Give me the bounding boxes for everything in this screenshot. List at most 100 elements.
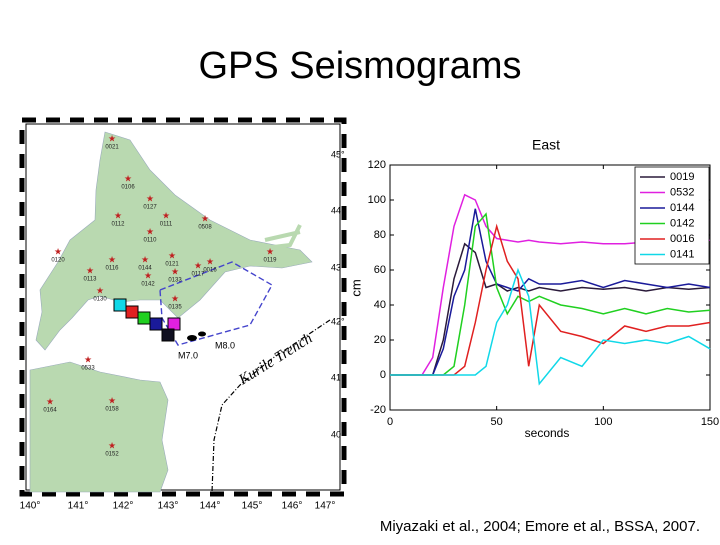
x-tick-label: 100	[594, 416, 612, 428]
station-square	[161, 328, 175, 342]
slide-title: GPS Seismograms	[198, 45, 521, 87]
legend-box	[634, 166, 710, 265]
y-tick-label: 60	[374, 264, 386, 276]
legend-label: 0144	[670, 202, 694, 214]
lon-tick-label: 142°	[113, 501, 134, 512]
y-axis-label: cm	[348, 279, 363, 296]
station-label: 0119	[264, 258, 278, 264]
station-label: 0116	[106, 266, 120, 272]
lon-tick-label: 145°	[242, 501, 263, 512]
station-label: 0121	[165, 262, 179, 268]
y-tick-label: 40	[374, 299, 386, 311]
y-tick-label: -20	[370, 404, 386, 416]
legend-label: 0016	[670, 233, 694, 245]
epicenter	[198, 331, 206, 337]
station-label: 0016	[203, 268, 217, 274]
station-star: ★	[171, 293, 179, 303]
station-label: 0152	[105, 452, 119, 458]
station-label: 0127	[143, 205, 157, 211]
event-label: M8.0	[215, 340, 235, 350]
station-star: ★	[108, 133, 116, 143]
station-star: ★	[108, 254, 116, 264]
station-star: ★	[108, 395, 116, 405]
station-star: ★	[108, 440, 116, 450]
station-square	[167, 317, 181, 331]
epicenter	[187, 335, 197, 341]
station-label: 0158	[105, 407, 119, 413]
legend-label: 0141	[670, 248, 694, 260]
x-axis-label: seconds	[525, 426, 570, 440]
station-label: 0111	[160, 222, 173, 228]
station-square	[125, 305, 139, 319]
station-label: 0135	[168, 305, 182, 311]
station-label: 0021	[105, 145, 119, 151]
y-tick-label: 120	[368, 159, 386, 171]
station-label: 0133	[168, 278, 182, 284]
legend-label: 0142	[670, 217, 694, 229]
y-tick-label: 80	[374, 229, 386, 241]
lat-tick-label: 44°	[331, 205, 345, 215]
honshu	[29, 361, 169, 493]
station-star: ★	[86, 265, 94, 275]
station-label: 0110	[144, 238, 158, 244]
station-star: ★	[96, 285, 104, 295]
map: Kurile Trench M8.0 M7.0	[19, 117, 347, 497]
station-star: ★	[266, 246, 274, 256]
station-square	[149, 317, 163, 331]
lon-tick-label: 141°	[68, 501, 89, 512]
station-label: 0130	[93, 297, 107, 303]
lat-tick-label: 43°	[331, 262, 345, 272]
station-star: ★	[201, 213, 209, 223]
trench-line	[211, 319, 331, 493]
station-star: ★	[146, 226, 154, 236]
station-star: ★	[162, 210, 170, 220]
chart-title: East	[532, 137, 560, 153]
station-square	[137, 311, 151, 325]
lat-tick-label: 40°	[331, 429, 345, 439]
lat-tick-label: 45°	[331, 149, 345, 159]
lat-tick-label: 41°	[331, 372, 345, 382]
lon-tick-label: 140°	[20, 501, 41, 512]
lon-tick-label: 143°	[158, 501, 179, 512]
lon-tick-label: 144°	[200, 501, 221, 512]
kuril-islands	[247, 224, 302, 252]
station-star: ★	[84, 354, 92, 364]
station-label: 0117	[192, 272, 206, 278]
station-label: 0142	[141, 282, 155, 288]
station-label: 0533	[81, 366, 95, 372]
station-label: 0120	[51, 258, 65, 264]
station-star: ★	[54, 246, 62, 256]
hokkaido	[35, 131, 313, 351]
station-label: 0106	[121, 185, 135, 191]
station-square	[113, 298, 127, 312]
legend-label: 0532	[670, 186, 694, 198]
station-star: ★	[114, 210, 122, 220]
lon-tick-label: 146°	[282, 501, 303, 512]
x-tick-label: 50	[491, 416, 503, 428]
x-tick-label: 150	[701, 416, 719, 428]
series-line	[390, 267, 711, 386]
y-tick-label: 20	[374, 334, 386, 346]
station-star: ★	[206, 256, 214, 266]
station-star: ★	[168, 250, 176, 260]
y-tick-label: 0	[380, 369, 386, 381]
station-star: ★	[171, 266, 179, 276]
station-label: 0113	[84, 277, 98, 283]
lon-tick-label: 147°	[315, 501, 336, 512]
legend-label: 0019	[670, 171, 694, 183]
station-star: ★	[144, 270, 152, 280]
station-label: 0144	[138, 266, 152, 272]
citation: Miyazaki et al., 2004; Emore et al., BSS…	[380, 518, 700, 535]
x-tick-label: 0	[387, 416, 393, 428]
lat-tick-label: 42°	[331, 316, 345, 326]
station-star: ★	[146, 193, 154, 203]
station-star: ★	[124, 173, 132, 183]
y-tick-label: 100	[368, 194, 386, 206]
station-label: 0112	[112, 222, 126, 228]
station-star: ★	[141, 254, 149, 264]
event-label: M7.0	[178, 350, 198, 360]
station-label: 0164	[43, 408, 57, 414]
station-star: ★	[194, 260, 202, 270]
